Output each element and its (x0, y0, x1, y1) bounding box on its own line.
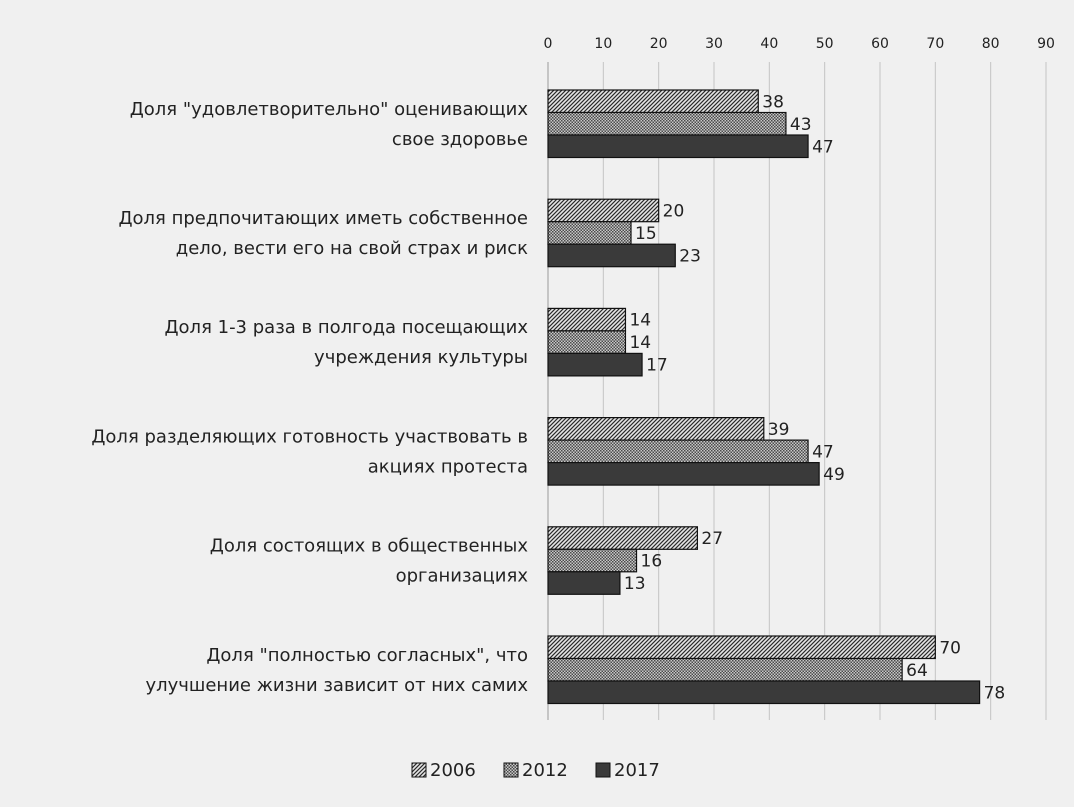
x-tick-label: 30 (705, 36, 723, 52)
x-tick-label: 80 (982, 36, 1000, 52)
bar-2012-5 (547, 657, 903, 682)
data-label-2017-2: 17 (646, 356, 668, 376)
data-label-2012-5: 64 (906, 661, 928, 681)
x-tick-label: 50 (816, 36, 834, 52)
bar-2017-0 (547, 134, 809, 159)
bar-2012-0 (547, 111, 787, 136)
bar-2017-2 (547, 352, 643, 377)
category-labels: Доля "удовлетворительно" оценивающих свое… (91, 99, 528, 696)
data-label-2006-5: 70 (939, 638, 961, 658)
grid-lines (547, 62, 1047, 720)
bar-2006-4 (547, 526, 698, 550)
data-label-2006-0: 38 (762, 92, 784, 112)
legend-label-2012: 2012 (522, 760, 568, 781)
data-label-2006-3: 39 (768, 420, 790, 440)
category-label-2: Доля 1-3 раза в полгода посещающих учрежд… (164, 317, 528, 368)
data-label-2017-4: 13 (624, 574, 646, 594)
category-label-4: Доля состоящих в общественных организация… (210, 536, 529, 587)
bar-2017-4 (547, 571, 621, 595)
bars (547, 89, 981, 705)
legend-swatch-2017 (595, 762, 611, 778)
data-label-2012-1: 15 (635, 224, 657, 244)
category-label-0: Доля "удовлетворительно" оценивающих свое… (130, 99, 529, 150)
data-label-2012-2: 14 (629, 333, 651, 353)
data-label-2017-1: 23 (679, 246, 701, 266)
data-label-2017-5: 78 (984, 683, 1006, 703)
x-tick-label: 10 (594, 36, 612, 52)
data-label-2006-2: 14 (629, 311, 651, 331)
x-axis-tick-labels: 0 10 20 30 40 50 60 70 80 90 (544, 36, 1055, 52)
category-label-3: Доля разделяющих готовность участвовать … (91, 426, 528, 477)
data-label-2012-0: 43 (790, 115, 812, 135)
bar-2006-2 (547, 307, 627, 332)
x-tick-label: 70 (926, 36, 944, 52)
legend-swatch-2012 (503, 762, 519, 778)
x-tick-label: 20 (650, 36, 668, 52)
bar-2006-5 (547, 635, 936, 660)
bar-2006-3 (547, 417, 765, 441)
data-label-2012-3: 47 (812, 442, 834, 462)
x-tick-label: 0 (544, 36, 553, 52)
bar-2017-3 (547, 462, 820, 486)
data-label-2012-4: 16 (641, 552, 663, 572)
x-tick-label: 40 (760, 36, 778, 52)
bar-2017-1 (547, 243, 676, 268)
data-label-2017-3: 49 (823, 465, 845, 485)
data-label-2006-1: 20 (663, 201, 685, 221)
bar-2012-4 (547, 548, 638, 573)
category-label-5: Доля "полностью согласных", что улучшение… (145, 645, 528, 696)
bar-2012-1 (547, 221, 632, 245)
bar-2006-0 (547, 89, 759, 114)
data-label-2017-0: 47 (812, 137, 834, 157)
bar-2006-1 (547, 198, 660, 223)
legend-swatch-2006 (411, 762, 427, 778)
legend-label-2017: 2017 (614, 760, 660, 781)
legend-label-2006: 2006 (430, 760, 476, 781)
category-label-1: Доля предпочитающих иметь собственное дел… (118, 208, 528, 259)
legend: 2006 2012 2017 (411, 760, 660, 781)
bar-2012-2 (547, 330, 627, 354)
x-tick-label: 90 (1037, 36, 1055, 52)
bar-2012-3 (547, 439, 809, 464)
bar-2017-5 (547, 680, 981, 705)
x-tick-label: 60 (871, 36, 889, 52)
data-label-2006-4: 27 (701, 529, 723, 549)
